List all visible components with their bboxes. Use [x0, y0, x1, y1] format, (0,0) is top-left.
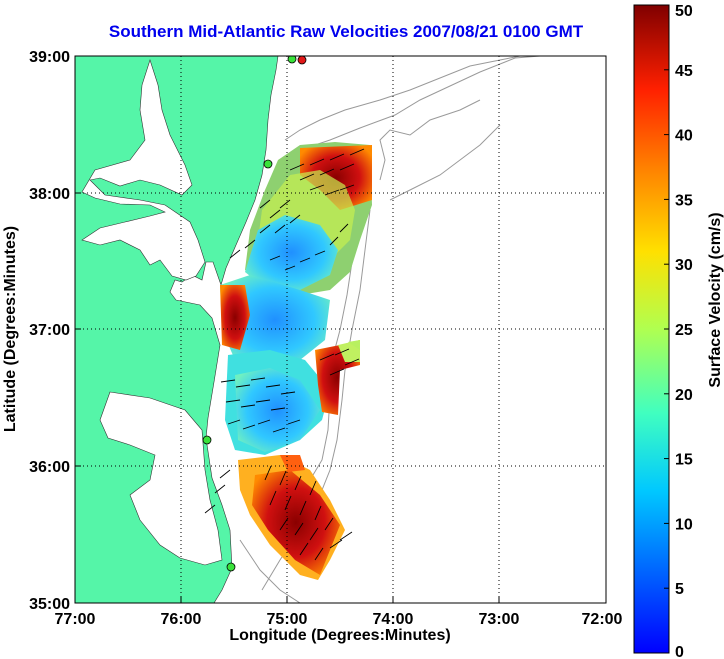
colorbar-tick-label: 20	[675, 387, 693, 404]
colorbar-tick-label: 45	[675, 63, 693, 80]
y-axis-label: Latitude (Degrees:Minutes)	[2, 226, 19, 432]
colorbar-tick-label: 30	[675, 257, 693, 274]
colorbar-tick-label: 15	[675, 452, 693, 469]
station-marker	[297, 56, 307, 65]
x-tick-label: 74:00	[373, 611, 414, 628]
y-tick-label: 35:00	[29, 596, 70, 613]
station-marker	[202, 435, 212, 445]
x-tick-label: 75:00	[267, 611, 308, 628]
colorbar	[633, 4, 670, 654]
current-vectors	[204, 148, 365, 561]
y-tick-label: 37:00	[29, 322, 70, 339]
colorbar-ticks: 0 5 10 15 20 25 30 35 40 45 50	[664, 3, 693, 659]
pamlico-sound	[99, 391, 223, 566]
colorbar-label: Surface Velocity (cm/s)	[707, 212, 724, 387]
colorbar-tick-label: 50	[675, 3, 693, 20]
grid-lines	[75, 56, 606, 603]
radar-stations	[202, 56, 307, 572]
x-tick-label: 73:00	[479, 611, 520, 628]
station-marker	[263, 159, 273, 169]
colorbar-tick-label: 5	[675, 581, 684, 598]
x-tick-label: 72:00	[582, 611, 623, 628]
y-tick-label: 36:00	[29, 459, 70, 476]
chesapeake-bay	[81, 59, 206, 281]
colorbar-tick-label: 0	[675, 644, 684, 659]
colorbar-tick-label: 10	[675, 516, 693, 533]
x-tick-label: 77:00	[55, 611, 96, 628]
station-marker	[226, 562, 236, 572]
colorbar-tick-label: 40	[675, 128, 693, 145]
x-tick-label: 76:00	[161, 611, 202, 628]
x-axis-label: Longitude (Degrees:Minutes)	[229, 627, 450, 644]
map-title: Southern Mid-Atlantic Raw Velocities 200…	[108, 22, 584, 41]
colorbar-tick-label: 25	[675, 322, 693, 339]
colorbar-tick-label: 35	[675, 192, 693, 209]
y-tick-label: 39:00	[29, 49, 70, 66]
y-tick-label: 38:00	[29, 186, 70, 203]
station-marker	[287, 56, 297, 64]
tick-marks	[75, 192, 500, 603]
